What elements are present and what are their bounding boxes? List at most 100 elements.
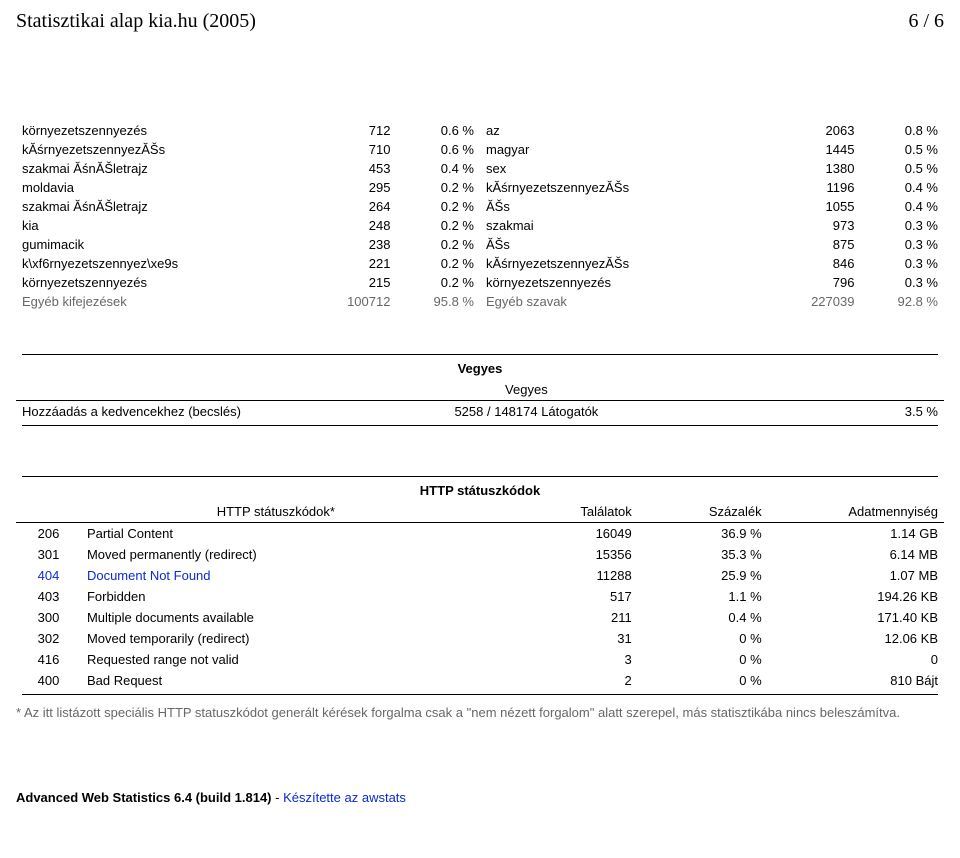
- keyword-count: 1196: [758, 178, 860, 197]
- http-hdr-hits: Találatok: [508, 501, 638, 523]
- table-row: 416Requested range not valid30 %0: [16, 649, 944, 670]
- http-pct: 0 %: [638, 628, 768, 649]
- footer-tool-link[interactable]: awstats: [362, 790, 406, 805]
- http-bw: 810 Bájt: [768, 670, 944, 691]
- http-label: Forbidden: [81, 586, 471, 607]
- keyword-count: 221: [294, 254, 396, 273]
- table-row: 301Moved permanently (redirect)1535635.3…: [16, 544, 944, 565]
- keyword-count: 238: [294, 235, 396, 254]
- table-row: 300Multiple documents available2110.4 %1…: [16, 607, 944, 628]
- keyword-pct: 0.2 %: [396, 178, 480, 197]
- keyword-label: Egyéb szavak: [480, 292, 758, 311]
- http-pct: 1.1 %: [638, 586, 768, 607]
- http-hits: 11288: [508, 565, 638, 586]
- http-bw: 171.40 KB: [768, 607, 944, 628]
- keyword-pct: 0.6 %: [396, 121, 480, 140]
- spacer: [471, 586, 508, 607]
- keyword-label: kĂśrnyezetszennyezĂŠs: [16, 140, 294, 159]
- keyword-count: 2063: [758, 121, 860, 140]
- http-pct: 0 %: [638, 670, 768, 691]
- table-row: gumimacik2380.2 %: [16, 235, 480, 254]
- http-label[interactable]: Document Not Found: [81, 565, 471, 586]
- table-row: sex13800.5 %: [480, 159, 944, 178]
- http-label: Requested range not valid: [81, 649, 471, 670]
- http-footnote: * Az itt listázott speciális HTTP status…: [16, 704, 944, 722]
- table-row: környezetszennyezés7120.6 %: [16, 121, 480, 140]
- table-row: ĂŠs10550.4 %: [480, 197, 944, 216]
- keyword-pct: 92.8 %: [860, 292, 944, 311]
- http-bw: 6.14 MB: [768, 544, 944, 565]
- keyword-label: szakmai ĂśnĂŠletrajz: [16, 197, 294, 216]
- http-bw: 194.26 KB: [768, 586, 944, 607]
- keyword-label: kia: [16, 216, 294, 235]
- table-row: kĂśrnyezetszennyezĂŠs8460.3 %: [480, 254, 944, 273]
- table-row: szakmai9730.3 %: [480, 216, 944, 235]
- keyword-pct: 0.2 %: [396, 235, 480, 254]
- http-title: HTTP státuszkódok: [16, 480, 944, 501]
- keyword-pct: 0.3 %: [860, 216, 944, 235]
- keyword-count: 973: [758, 216, 860, 235]
- spacer: [471, 670, 508, 691]
- table-row: környezetszennyezés7960.3 %: [480, 273, 944, 292]
- vegyes-table: Vegyes Vegyes Hozzáadás a kedvencekhez (…: [16, 351, 944, 429]
- spacer: [471, 607, 508, 628]
- page-number: 6 / 6: [908, 10, 944, 33]
- table-row: ĂŠs8750.3 %: [480, 235, 944, 254]
- keyword-pct: 0.2 %: [396, 254, 480, 273]
- keyword-label: kĂśrnyezetszennyezĂŠs: [480, 254, 758, 273]
- http-hits: 2: [508, 670, 638, 691]
- keyword-label: ĂŠs: [480, 197, 758, 216]
- keyword-tables: környezetszennyezés7120.6 %kĂśrnyezetsze…: [16, 121, 944, 311]
- keyword-pct: 0.4 %: [396, 159, 480, 178]
- table-row: kĂśrnyezetszennyezĂŠs7100.6 %: [16, 140, 480, 159]
- keyword-label: szakmai ĂśnĂŠletrajz: [16, 159, 294, 178]
- keyword-pct: 0.2 %: [396, 273, 480, 292]
- http-hits: 31: [508, 628, 638, 649]
- http-hits: 16049: [508, 523, 638, 545]
- keyword-pct: 0.3 %: [860, 235, 944, 254]
- http-code: 302: [16, 628, 81, 649]
- keyword-pct: 0.6 %: [396, 140, 480, 159]
- right-keyword-table: az20630.8 %magyar14450.5 %sex13800.5 %kĂ…: [480, 121, 944, 311]
- http-label: Moved permanently (redirect): [81, 544, 471, 565]
- http-hdr-pct: Százalék: [638, 501, 768, 523]
- page-header: Statisztikai alap kia.hu (2005) 6 / 6: [16, 10, 944, 33]
- keyword-label: k\xf6rnyezetszennyez\xe9s: [16, 254, 294, 273]
- keyword-label: környezetszennyezés: [16, 121, 294, 140]
- spacer: [471, 649, 508, 670]
- http-code: 400: [16, 670, 81, 691]
- left-keyword-table: környezetszennyezés7120.6 %kĂśrnyezetsze…: [16, 121, 480, 311]
- keyword-label: moldavia: [16, 178, 294, 197]
- http-code[interactable]: 404: [16, 565, 81, 586]
- keyword-count: 875: [758, 235, 860, 254]
- table-row: 302Moved temporarily (redirect)310 %12.0…: [16, 628, 944, 649]
- keyword-label: ĂŠs: [480, 235, 758, 254]
- keyword-count: 453: [294, 159, 396, 178]
- keyword-count: 248: [294, 216, 396, 235]
- spacer: [471, 523, 508, 545]
- http-label: Partial Content: [81, 523, 471, 545]
- vegyes-row-pct: 3.5 %: [666, 401, 944, 423]
- table-row: kĂśrnyezetszennyezĂŠs11960.4 %: [480, 178, 944, 197]
- footer: Advanced Web Statistics 6.4 (build 1.814…: [16, 790, 944, 805]
- http-hits: 15356: [508, 544, 638, 565]
- http-code: 206: [16, 523, 81, 545]
- table-row: Egyéb kifejezések10071295.8 %: [16, 292, 480, 311]
- keyword-label: környezetszennyezés: [480, 273, 758, 292]
- keyword-count: 1445: [758, 140, 860, 159]
- keyword-label: magyar: [480, 140, 758, 159]
- keyword-count: 227039: [758, 292, 860, 311]
- http-label: Multiple documents available: [81, 607, 471, 628]
- spacer: [471, 544, 508, 565]
- keyword-pct: 0.2 %: [396, 197, 480, 216]
- http-bw: 1.07 MB: [768, 565, 944, 586]
- keyword-count: 710: [294, 140, 396, 159]
- keyword-label: Egyéb kifejezések: [16, 292, 294, 311]
- http-bw: 12.06 KB: [768, 628, 944, 649]
- http-pct: 35.3 %: [638, 544, 768, 565]
- keyword-pct: 95.8 %: [396, 292, 480, 311]
- keyword-label: az: [480, 121, 758, 140]
- keyword-pct: 0.8 %: [860, 121, 944, 140]
- table-row: szakmai ĂśnĂŠletrajz2640.2 %: [16, 197, 480, 216]
- vegyes-row-value: 5258 / 148174 Látogatók: [387, 401, 665, 423]
